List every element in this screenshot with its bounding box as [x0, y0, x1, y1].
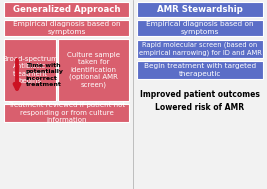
- FancyBboxPatch shape: [137, 40, 263, 58]
- FancyBboxPatch shape: [58, 39, 129, 101]
- FancyBboxPatch shape: [4, 2, 129, 17]
- Text: Culture sample
taken for
identification
(optional AMR
screen): Culture sample taken for identification …: [67, 51, 120, 88]
- Text: Treatment reviewed if patient not
responding or from culture
information: Treatment reviewed if patient not respon…: [8, 102, 125, 123]
- FancyArrowPatch shape: [14, 60, 19, 89]
- Text: Begin treatment with targeted
therapeutic: Begin treatment with targeted therapeuti…: [144, 63, 256, 77]
- Text: Generalized Approach: Generalized Approach: [13, 5, 120, 14]
- FancyBboxPatch shape: [4, 104, 129, 122]
- FancyBboxPatch shape: [4, 39, 56, 101]
- FancyBboxPatch shape: [137, 20, 263, 36]
- Text: Improved patient outcomes
Lowered risk of AMR: Improved patient outcomes Lowered risk o…: [140, 90, 260, 112]
- Text: Rapid molecular screen (based on
empirical narrowing) for ID and AMR: Rapid molecular screen (based on empiric…: [139, 42, 261, 56]
- Text: Empirical diagnosis based on
symptoms: Empirical diagnosis based on symptoms: [146, 21, 254, 35]
- Text: Empirical diagnosis based on
symptoms: Empirical diagnosis based on symptoms: [13, 21, 120, 35]
- FancyBboxPatch shape: [4, 20, 129, 36]
- Text: Time with
potentially
incorrect
treatment: Time with potentially incorrect treatmen…: [26, 63, 64, 87]
- Text: AMR Stewardship: AMR Stewardship: [157, 5, 243, 14]
- FancyBboxPatch shape: [137, 61, 263, 79]
- Text: Broad-spectrum
Antibiotic
treatment
begins: Broad-spectrum Antibiotic treatment begi…: [2, 56, 58, 84]
- FancyBboxPatch shape: [137, 2, 263, 17]
